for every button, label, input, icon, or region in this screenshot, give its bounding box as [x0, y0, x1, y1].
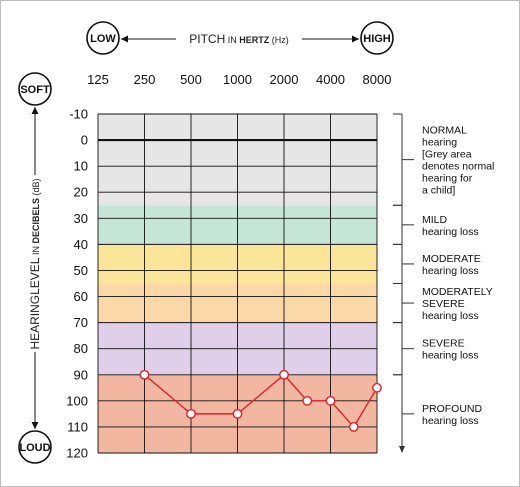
y-tick-label: 110	[67, 419, 88, 434]
y-tick-label: 90	[74, 367, 88, 382]
hearing-point	[279, 369, 289, 380]
hearing-point	[348, 422, 359, 432]
grid-lines	[97, 113, 378, 454]
y-tick-label: 10	[74, 159, 88, 174]
band-label-severe: SEVERE hearing loss	[422, 338, 479, 362]
soft-circle	[18, 72, 52, 106]
soft-label: SOFT	[20, 84, 50, 96]
low-label: LOW	[90, 33, 116, 45]
level-arrow-up-head	[31, 107, 39, 114]
x-tick-label: 125	[87, 72, 109, 87]
y-tick-label: -10	[69, 107, 88, 122]
y-tick-label: 80	[74, 341, 88, 356]
pitch-arrow-left-head	[121, 35, 128, 43]
hearing-point	[325, 395, 336, 406]
y-tick-label: 60	[74, 289, 88, 304]
low-circle	[86, 21, 120, 55]
band-label-profound: PROFOUND hearing loss	[422, 403, 483, 427]
band-labels: NORMAL hearing [Grey area denotes normal hea…	[422, 125, 494, 427]
y-tick-label: 0	[81, 133, 88, 148]
hearing-point	[139, 369, 150, 380]
y-tick-label: 50	[74, 263, 88, 278]
loud-label: LOUD	[19, 442, 50, 454]
band-brackets	[393, 113, 414, 453]
y-tick-label: 30	[74, 211, 88, 226]
hearing-point	[302, 395, 313, 406]
y-tick-label: 100	[66, 393, 88, 408]
level-arrow-down-head	[31, 422, 39, 429]
x-tick-label: 250	[134, 72, 156, 87]
hearing-point	[372, 382, 382, 393]
y-tick-label: 120	[66, 446, 88, 461]
loud-circle	[18, 430, 52, 464]
y-tick-label: 20	[74, 185, 88, 200]
high-circle	[360, 21, 394, 55]
pitch-axis: LOW HIGH PITCH IN HERTZ (Hz)	[86, 21, 394, 55]
band-label-mild: MILD hearing loss	[422, 214, 479, 238]
x-tick-label: 4000	[316, 72, 345, 87]
hearing-point	[186, 408, 196, 419]
x-tick-label: 1000	[223, 72, 252, 87]
hearing-point	[232, 408, 243, 419]
x-tick-labels: 125 250 500 1000 2000 4000 8000	[87, 72, 391, 87]
band-label-normal: NORMAL hearing [Grey area denotes normal hea…	[422, 125, 494, 197]
x-tick-label: 2000	[270, 72, 299, 87]
y-tick-labels: -10 0 10 20 30 40 50 60 70 80 90 100 110 120	[66, 107, 88, 461]
band-label-moderately-severe: MODERATELY SEVERE hearing loss	[422, 286, 493, 322]
x-tick-label: 500	[180, 72, 202, 87]
hearing-level-axis: SOFT LOUD HEARINGLEVEL IN DECIBELS (dB)	[18, 72, 52, 464]
hearing-line	[144, 373, 378, 429]
y-tick-label: 70	[74, 315, 88, 330]
band-label-moderate: MODERATE hearing loss	[422, 253, 481, 277]
pitch-axis-title: PITCH IN HERTZ (Hz)	[189, 32, 289, 46]
bracket-arrow	[399, 446, 405, 453]
y-tick-label: 40	[74, 237, 88, 252]
hearing-series	[139, 369, 382, 432]
x-tick-label: 8000	[363, 72, 392, 87]
high-label: HIGH	[363, 33, 391, 45]
level-axis-title: HEARINGLEVEL IN DECIBELS (dB)	[28, 178, 42, 349]
pitch-arrow-right-head	[352, 35, 359, 43]
